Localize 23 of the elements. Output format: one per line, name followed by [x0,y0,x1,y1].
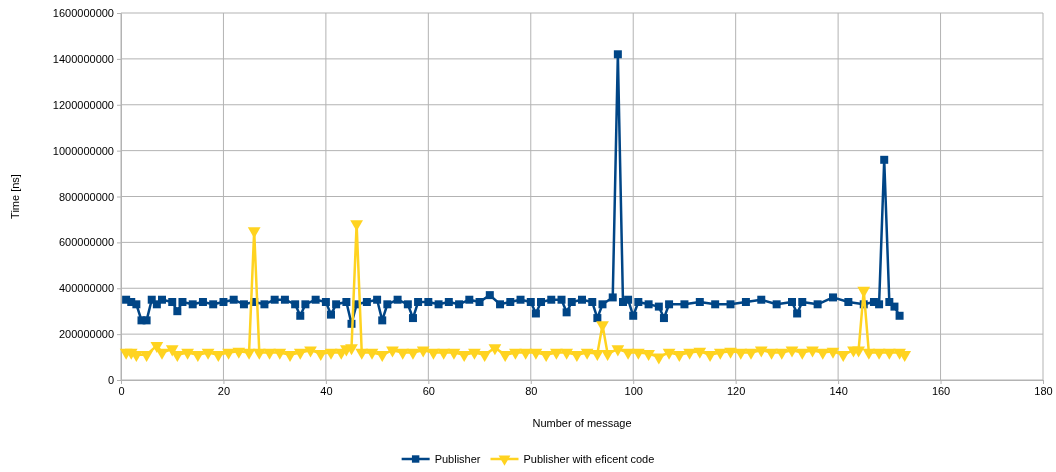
y-tick-label: 1600000000 [52,7,114,20]
y-tick-label: 1200000000 [52,98,114,111]
x-tick-label: 80 [525,384,538,397]
x-tick-label: 140 [829,384,848,397]
y-axis-title: Time [ns] [9,174,21,219]
x-tick-label: 40 [320,384,333,397]
legend-label: Publisher [434,452,481,465]
x-tick-label: 60 [422,384,435,397]
legend-label: Publisher with eficent code [523,452,655,465]
y-tick-label: 1000000000 [52,144,114,157]
x-tick-label: 160 [931,384,951,397]
x-tick-label: 180 [1034,384,1053,397]
y-tick-label: 600000000 [58,236,114,249]
y-tick-label: 1400000000 [52,52,114,65]
y-tick-label: 0 [107,374,114,387]
x-tick-label: 0 [118,384,125,397]
x-tick-label: 120 [726,384,746,397]
y-tick-label: 800000000 [58,190,114,203]
x-tick-label: 20 [217,384,231,397]
y-tick-label: 400000000 [58,282,114,295]
y-tick-label: 200000000 [58,328,114,341]
x-tick-label: 100 [624,384,643,397]
x-axis-title: Number of message [532,417,632,429]
